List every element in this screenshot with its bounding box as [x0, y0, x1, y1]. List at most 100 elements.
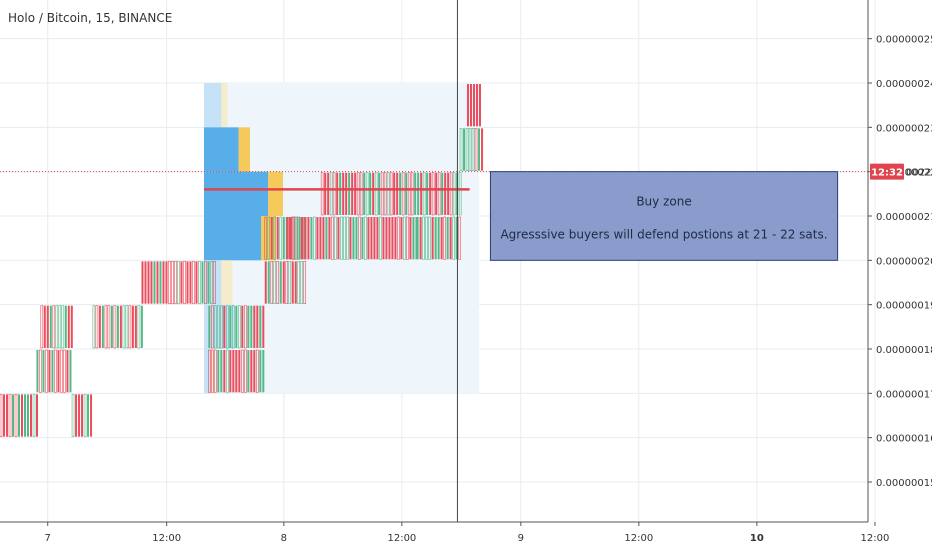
candle-up: [405, 172, 408, 215]
candle-down: [307, 217, 310, 260]
candle-down: [256, 349, 259, 393]
candle-up: [415, 217, 418, 260]
candle-up: [92, 305, 96, 349]
candle-down: [189, 261, 192, 304]
candle-down: [36, 394, 38, 437]
candle-down: [301, 217, 304, 260]
candle-down: [3, 394, 5, 437]
candle-down: [443, 216, 446, 260]
candle-down: [292, 216, 295, 260]
candle-up: [295, 216, 298, 260]
candle-down: [327, 172, 330, 215]
candle-up: [51, 350, 54, 393]
y-tick-label: 0.00000019: [876, 301, 932, 312]
candle-up: [428, 216, 431, 260]
candle-down: [21, 394, 23, 437]
candle-up: [71, 394, 75, 437]
candle-down: [223, 350, 226, 393]
candle-down: [385, 217, 388, 260]
candle-down: [180, 261, 183, 304]
candle-down: [134, 305, 137, 348]
candle-down: [214, 349, 217, 393]
candle-up: [465, 128, 469, 171]
candle-down: [437, 172, 441, 216]
candle-up: [446, 217, 449, 260]
candle-down: [147, 261, 150, 304]
candle-up: [42, 350, 45, 393]
candle-up: [140, 305, 143, 348]
candle-up: [226, 305, 229, 349]
candle-up: [220, 305, 223, 349]
candle-up: [310, 217, 313, 260]
y-tick-label: 0.00000025: [876, 35, 932, 46]
candle-down: [174, 261, 177, 304]
candle-down: [208, 349, 211, 393]
candle-down: [435, 172, 438, 215]
candle-down: [328, 217, 331, 260]
candle-down: [383, 172, 387, 216]
candle-down: [253, 350, 256, 393]
candle-up: [348, 172, 351, 215]
candle-up: [153, 261, 156, 304]
candle-up: [437, 217, 440, 260]
candle-up: [232, 305, 235, 349]
candle-down: [303, 261, 307, 304]
candle-up: [416, 217, 419, 260]
candle-up: [27, 394, 29, 437]
candle-up: [159, 261, 162, 304]
candle-down: [131, 305, 134, 348]
candle-down: [39, 349, 42, 393]
candle-up: [125, 305, 129, 349]
candle-up: [355, 217, 358, 260]
candle-down: [14, 394, 18, 437]
candle-down: [48, 350, 51, 393]
candle-up: [468, 128, 472, 171]
candle-down: [440, 217, 443, 260]
candle-up: [55, 305, 59, 349]
candle-down: [447, 172, 450, 215]
candle-down: [474, 128, 478, 171]
candle-down: [444, 172, 447, 215]
candle-up: [238, 305, 241, 349]
candle-down: [400, 217, 403, 260]
price-badge-value-tail: 0022: [906, 168, 931, 179]
profile-bar-yellow-light: [221, 83, 228, 128]
candle-down: [420, 172, 423, 215]
profile-bar-main: [203, 127, 239, 172]
profile-bar-yellow-light: [210, 349, 215, 394]
candle-down: [345, 172, 348, 215]
candle-down: [104, 305, 108, 349]
candle-down: [213, 261, 216, 304]
y-tick-label: 0.00000017: [876, 389, 932, 400]
y-tick-label: 0.00000016: [876, 434, 932, 445]
x-tick-label: 12:00: [624, 533, 653, 544]
candle-up: [369, 172, 372, 215]
candle-down: [264, 216, 268, 260]
candle-up: [279, 261, 282, 304]
candle-up: [325, 217, 328, 260]
candle-up: [207, 261, 210, 304]
y-tick-label: 0.00000018: [876, 345, 932, 356]
candle-down: [372, 172, 375, 215]
candle-up: [217, 350, 220, 393]
x-tick-label: 12:00: [152, 533, 181, 544]
candle-down: [316, 217, 319, 260]
candle-up: [364, 216, 367, 260]
candle-down: [475, 84, 478, 127]
candle-down: [52, 305, 56, 349]
candle-down: [229, 350, 232, 393]
candle-down: [192, 261, 195, 304]
candle-down: [431, 172, 435, 216]
candle-down: [291, 261, 294, 304]
candle-down: [162, 261, 165, 304]
candle-down: [469, 84, 472, 127]
candle-up: [69, 350, 72, 393]
candle-down: [150, 261, 153, 304]
candle-down: [393, 172, 396, 215]
candles: [0, 84, 484, 437]
candle-down: [45, 349, 48, 393]
candle-up: [282, 217, 285, 260]
candle-down: [449, 172, 453, 216]
